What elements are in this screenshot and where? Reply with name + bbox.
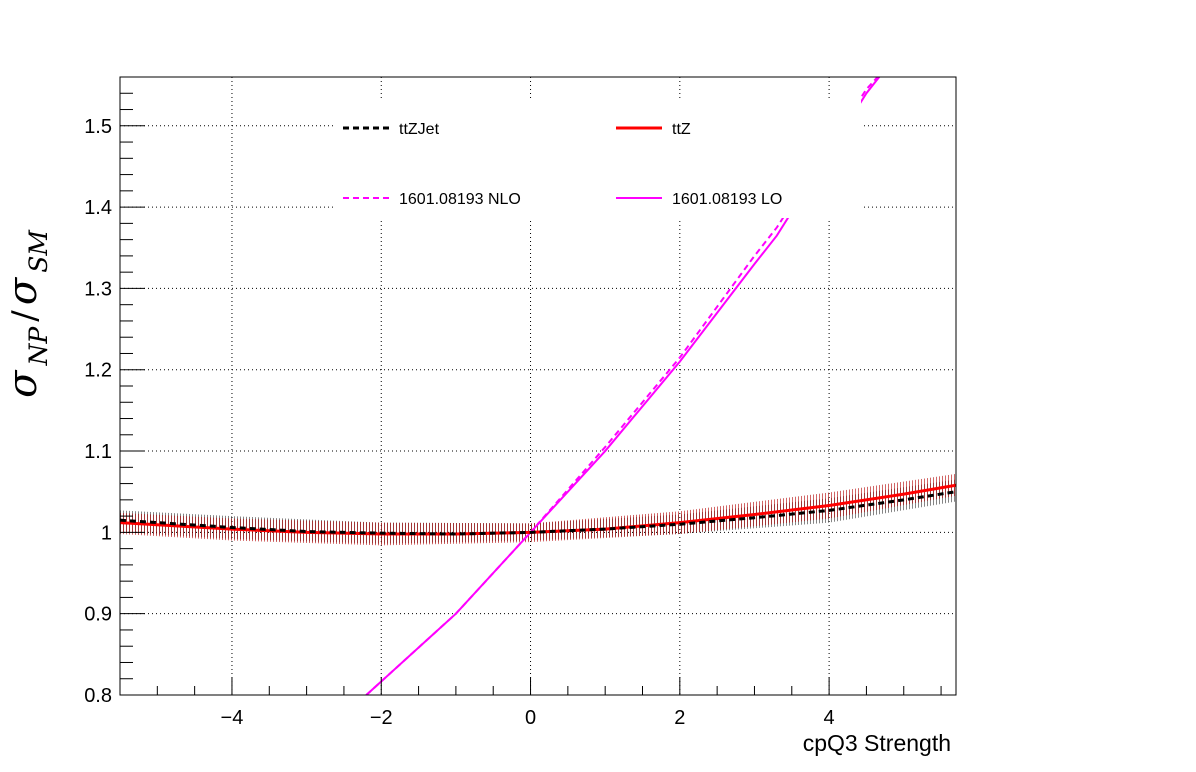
y-tick-label: 1.5 [84, 116, 112, 138]
legend: ttZJet ttZ 1601.08193 NLO 1601.08193 LO [334, 98, 861, 218]
legend-label: 1601.08193 NLO [399, 191, 521, 208]
x-axis-title: cpQ3 Strength [803, 730, 951, 756]
y-tick-label: 1.3 [84, 278, 112, 300]
svg-text:σ NP / σ: σ NP / σ SM [0, 229, 53, 398]
legend-label: ttZ [672, 121, 691, 138]
y-tick-label: 0.8 [84, 685, 112, 707]
x-tick-label: 2 [674, 707, 685, 729]
y-tick-label: 1.4 [84, 197, 112, 219]
x-tick-label: −4 [221, 707, 244, 729]
y-title-sub-np: NP [24, 326, 53, 367]
y-tick-label: 1.1 [84, 441, 112, 463]
legend-label: ttZJet [399, 121, 440, 138]
y-title-slash: / [5, 310, 45, 322]
x-tick-label: −2 [370, 707, 393, 729]
legend-box [334, 98, 861, 218]
y-title-sigma-1: σ [0, 369, 46, 398]
band-ttz [120, 473, 956, 546]
x-tick-label: 0 [525, 707, 536, 729]
y-title-sigma-2: σ [0, 276, 46, 305]
legend-label: 1601.08193 LO [672, 191, 782, 208]
y-tick-label: 1.2 [84, 360, 112, 382]
x-tick-label: 4 [824, 707, 835, 729]
uncertainty-bands [120, 473, 956, 546]
y-tick-label: 1 [101, 522, 112, 544]
series-line-ttzjet [120, 490, 956, 536]
y-tick-label: 0.9 [84, 604, 112, 626]
axis-ticks: −4 −2 0 2 4 0.8 0.9 1 1.1 1.2 1.3 1.4 1.5 [84, 76, 942, 729]
y-axis-title: σ NP / σ SM [0, 229, 53, 398]
y-title-sub-sm: SM [24, 229, 53, 273]
